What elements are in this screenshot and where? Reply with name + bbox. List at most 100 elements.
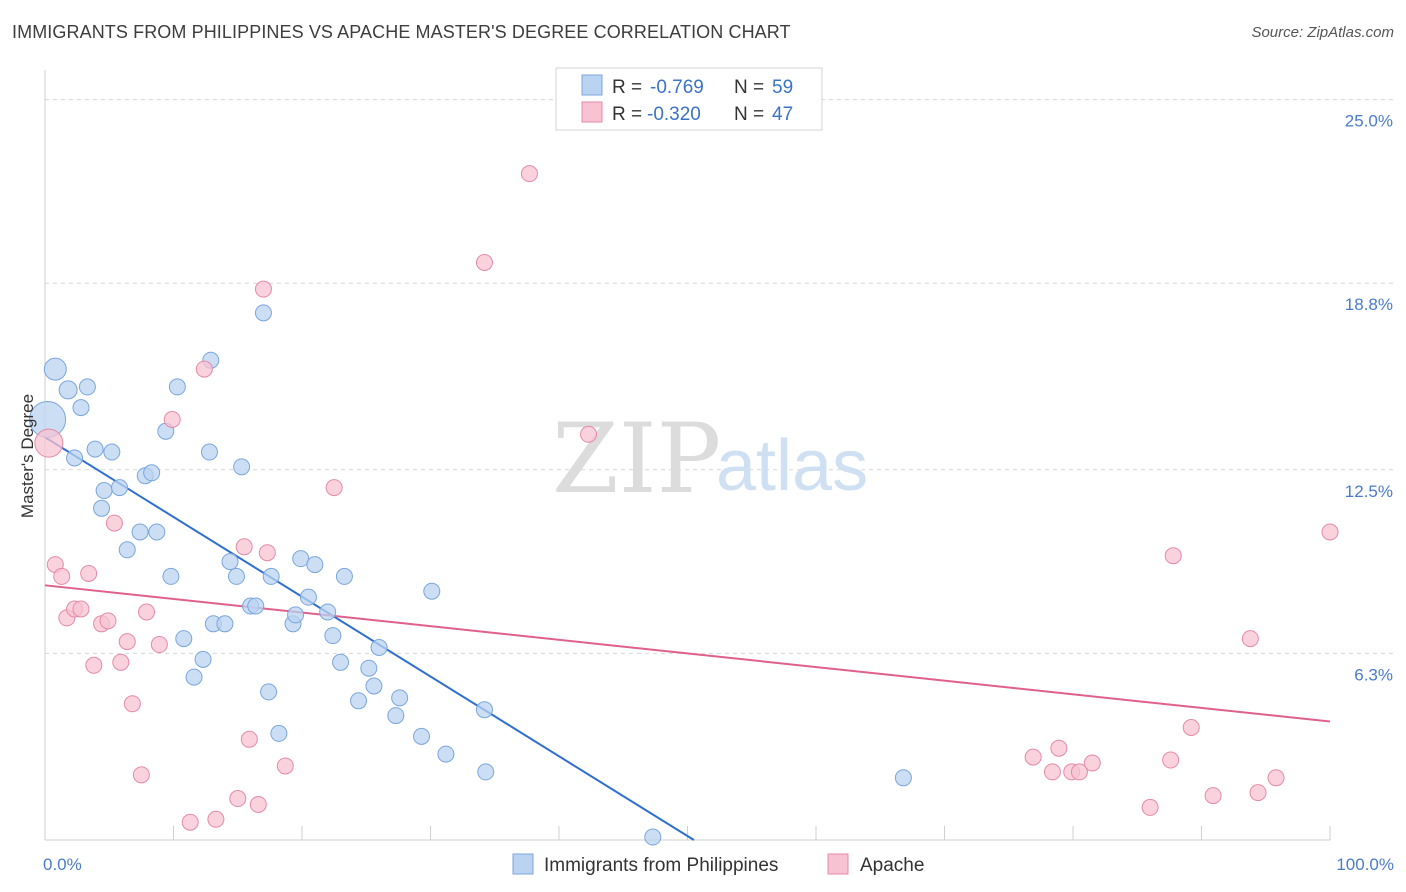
points-layer bbox=[29, 165, 1339, 846]
point-blue-49 bbox=[391, 689, 409, 707]
point-blue-29 bbox=[227, 567, 245, 585]
point-blue-24 bbox=[185, 668, 203, 686]
point-pink-44 bbox=[1249, 784, 1267, 802]
point-blue-48 bbox=[387, 707, 405, 725]
point-blue-47 bbox=[370, 639, 388, 656]
stats-legend-swatch-blue bbox=[581, 74, 603, 96]
point-pink-26 bbox=[258, 544, 276, 562]
point-pink-11 bbox=[112, 653, 130, 671]
point-blue-5 bbox=[66, 449, 84, 467]
point-blue-44 bbox=[350, 692, 368, 710]
point-blue-7 bbox=[103, 443, 121, 461]
point-pink-19 bbox=[195, 360, 213, 378]
stats-legend-r-value-2: -0.320 bbox=[647, 104, 701, 125]
point-blue-33 bbox=[270, 724, 288, 742]
point-pink-45 bbox=[1267, 769, 1285, 787]
point-pink-36 bbox=[1070, 763, 1088, 781]
point-blue-54 bbox=[475, 701, 493, 719]
point-pink-23 bbox=[240, 730, 258, 748]
point-blue-56 bbox=[644, 828, 662, 846]
point-blue-14 bbox=[168, 378, 186, 396]
point-pink-39 bbox=[1162, 751, 1180, 769]
point-pink-9 bbox=[99, 612, 117, 630]
point-blue-37 bbox=[292, 550, 310, 568]
stats-legend-r-value-1: -0.769 bbox=[650, 77, 704, 98]
y-tick-label-1: 12.5% bbox=[1345, 482, 1393, 501]
point-blue-20 bbox=[131, 523, 149, 541]
point-pink-46 bbox=[1321, 523, 1339, 541]
point-blue-52 bbox=[437, 745, 455, 763]
point-pink-7 bbox=[85, 656, 103, 674]
y-tick-label-2: 18.8% bbox=[1345, 295, 1393, 314]
point-blue-2 bbox=[58, 380, 78, 400]
point-pink-40 bbox=[1164, 547, 1182, 565]
source-credit: Source: ZipAtlas.com bbox=[1251, 24, 1394, 41]
watermark-zip: ZIP bbox=[552, 403, 721, 515]
point-pink-37 bbox=[1083, 754, 1101, 772]
point-blue-31 bbox=[247, 597, 265, 615]
stats-legend-n-value-2: 47 bbox=[772, 104, 793, 125]
y-tick-label-3: 25.0% bbox=[1345, 112, 1393, 131]
point-blue-10 bbox=[111, 479, 129, 497]
point-blue-15 bbox=[200, 443, 218, 461]
point-pink-41 bbox=[1182, 718, 1200, 736]
stats-legend-r-label-1: R = bbox=[612, 77, 642, 98]
point-pink-10 bbox=[105, 514, 123, 532]
point-blue-18 bbox=[233, 458, 251, 476]
point-pink-27 bbox=[276, 757, 294, 775]
series-legend-label-pink[interactable]: Apache bbox=[860, 855, 924, 876]
point-pink-43 bbox=[1241, 630, 1259, 648]
point-blue-40 bbox=[319, 603, 337, 621]
point-pink-0 bbox=[34, 428, 64, 458]
stats-legend-n-value-1: 59 bbox=[772, 77, 793, 98]
point-pink-21 bbox=[229, 790, 247, 808]
point-pink-2 bbox=[53, 567, 71, 585]
point-blue-42 bbox=[332, 653, 350, 671]
point-blue-55 bbox=[894, 769, 912, 787]
point-blue-9 bbox=[93, 499, 111, 517]
point-blue-23 bbox=[175, 630, 193, 648]
point-pink-38 bbox=[1141, 798, 1159, 816]
point-blue-28 bbox=[221, 553, 239, 571]
point-blue-41 bbox=[324, 627, 342, 645]
point-pink-28 bbox=[325, 479, 343, 497]
point-blue-38 bbox=[299, 588, 317, 606]
y-axis-label: Master's Degree bbox=[18, 394, 37, 518]
point-pink-6 bbox=[80, 564, 98, 582]
point-blue-22 bbox=[162, 567, 180, 585]
point-blue-53 bbox=[477, 763, 495, 781]
x-tick-label-0: 0.0% bbox=[43, 855, 82, 874]
point-blue-50 bbox=[413, 727, 431, 745]
point-blue-45 bbox=[360, 659, 378, 677]
point-pink-32 bbox=[1024, 748, 1042, 766]
chart-title: IMMIGRANTS FROM PHILIPPINES VS APACHE MA… bbox=[12, 22, 791, 42]
point-pink-12 bbox=[118, 633, 136, 651]
point-pink-15 bbox=[138, 603, 156, 621]
x-tick-label-1: 100.0% bbox=[1336, 855, 1394, 874]
series-legend-swatch-pink[interactable] bbox=[827, 853, 849, 875]
point-pink-5 bbox=[72, 600, 90, 618]
point-pink-13 bbox=[123, 695, 141, 713]
point-blue-39 bbox=[306, 556, 324, 574]
point-blue-19 bbox=[118, 541, 136, 559]
point-pink-33 bbox=[1043, 763, 1061, 781]
point-pink-25 bbox=[254, 280, 272, 298]
point-blue-12 bbox=[143, 464, 161, 482]
point-pink-29 bbox=[475, 254, 493, 271]
point-pink-22 bbox=[235, 538, 253, 556]
point-blue-32 bbox=[260, 683, 278, 701]
point-blue-46 bbox=[365, 677, 383, 695]
point-pink-18 bbox=[181, 813, 199, 831]
point-blue-17 bbox=[254, 304, 272, 322]
point-blue-1 bbox=[43, 357, 67, 381]
point-pink-34 bbox=[1050, 739, 1068, 757]
watermark: ZIP atlas bbox=[552, 403, 868, 515]
series-legend-swatch-blue[interactable] bbox=[512, 853, 534, 875]
point-blue-36 bbox=[287, 606, 305, 624]
point-blue-34 bbox=[262, 567, 280, 585]
series-legend: Immigrants from Philippines Apache bbox=[512, 853, 924, 876]
series-legend-label-blue[interactable]: Immigrants from Philippines bbox=[544, 855, 778, 876]
trend-line-blue bbox=[44, 436, 695, 841]
point-pink-24 bbox=[249, 795, 267, 813]
